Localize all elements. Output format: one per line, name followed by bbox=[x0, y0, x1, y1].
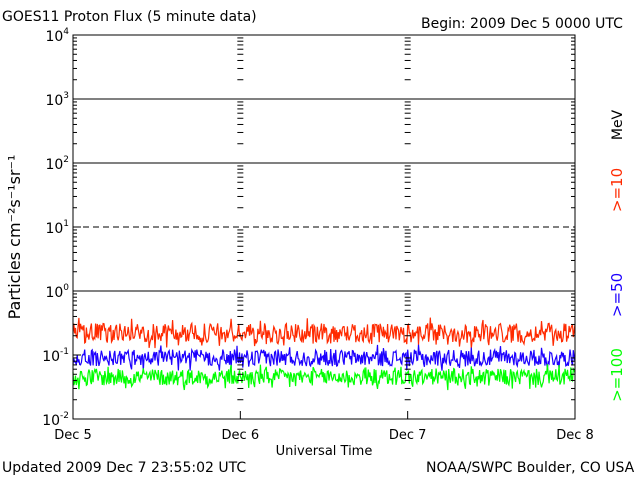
x-tick-label: Dec 7 bbox=[389, 428, 427, 443]
x-axis-label: Universal Time bbox=[276, 444, 373, 459]
chart-title: GOES11 Proton Flux (5 minute data) bbox=[2, 9, 257, 25]
y-tick-label: 104 bbox=[45, 27, 69, 45]
series-line-2 bbox=[72, 344, 576, 371]
series-line-3 bbox=[72, 364, 576, 391]
y-tick-label: 10-2 bbox=[42, 411, 69, 429]
series-line-1 bbox=[72, 317, 576, 349]
y-tick-label: 101 bbox=[45, 219, 69, 237]
credit-label: NOAA/SWPC Boulder, CO USA bbox=[426, 460, 635, 476]
y-tick-label: 103 bbox=[45, 91, 69, 109]
x-tick-label: Dec 8 bbox=[556, 428, 594, 443]
y-tick-label: 100 bbox=[45, 283, 69, 301]
y-axis-label: Particles cm⁻²s⁻¹sr⁻¹ bbox=[5, 155, 24, 320]
y-tick-label: 10-1 bbox=[42, 347, 69, 365]
legend-entry: >=50 bbox=[608, 273, 626, 317]
x-tick-label: Dec 5 bbox=[54, 428, 92, 443]
legend-entry: >=100 bbox=[608, 348, 626, 402]
x-tick-label: Dec 6 bbox=[222, 428, 260, 443]
updated-timestamp: Updated 2009 Dec 7 23:55:02 UTC bbox=[2, 460, 247, 476]
y-tick-label: 102 bbox=[45, 155, 69, 173]
legend-unit: MeV bbox=[610, 109, 626, 140]
begin-timestamp: Begin: 2009 Dec 5 0000 UTC bbox=[421, 16, 623, 32]
legend-entry: >=10 bbox=[608, 168, 626, 212]
